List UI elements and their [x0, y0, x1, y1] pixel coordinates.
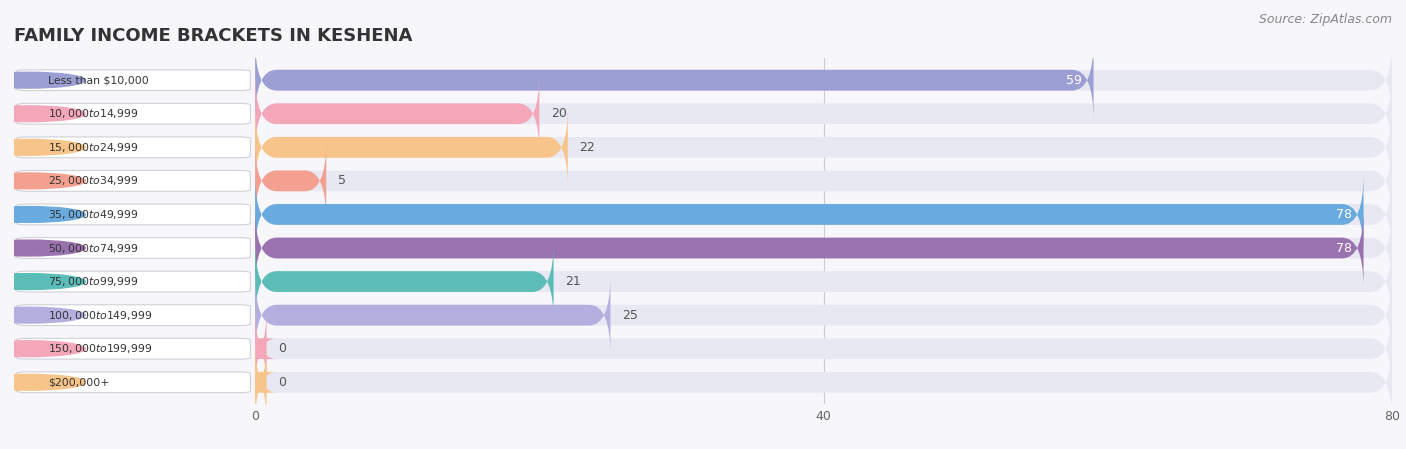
- FancyBboxPatch shape: [17, 238, 250, 259]
- FancyBboxPatch shape: [256, 107, 568, 187]
- Text: 78: 78: [1336, 208, 1353, 221]
- Text: $15,000 to $24,999: $15,000 to $24,999: [48, 141, 138, 154]
- FancyBboxPatch shape: [256, 74, 1392, 154]
- FancyBboxPatch shape: [256, 275, 610, 355]
- Circle shape: [0, 106, 86, 122]
- FancyBboxPatch shape: [17, 338, 250, 359]
- Circle shape: [0, 240, 86, 256]
- Text: 5: 5: [337, 174, 346, 187]
- FancyBboxPatch shape: [17, 171, 250, 191]
- Text: Source: ZipAtlas.com: Source: ZipAtlas.com: [1258, 13, 1392, 26]
- Circle shape: [0, 274, 86, 290]
- Text: 0: 0: [278, 376, 285, 389]
- FancyBboxPatch shape: [17, 70, 250, 91]
- Circle shape: [0, 341, 86, 357]
- Text: $200,000+: $200,000+: [48, 377, 110, 387]
- FancyBboxPatch shape: [256, 40, 1094, 120]
- FancyBboxPatch shape: [256, 74, 540, 154]
- Circle shape: [0, 72, 86, 88]
- Text: 0: 0: [278, 342, 285, 355]
- Text: $10,000 to $14,999: $10,000 to $14,999: [48, 107, 138, 120]
- Text: 59: 59: [1066, 74, 1083, 87]
- FancyBboxPatch shape: [256, 242, 1392, 321]
- FancyBboxPatch shape: [17, 372, 250, 393]
- FancyBboxPatch shape: [256, 208, 1364, 288]
- Text: $25,000 to $34,999: $25,000 to $34,999: [48, 174, 138, 187]
- FancyBboxPatch shape: [256, 175, 1392, 255]
- Circle shape: [0, 207, 86, 222]
- Text: 78: 78: [1336, 242, 1353, 255]
- Text: FAMILY INCOME BRACKETS IN KESHENA: FAMILY INCOME BRACKETS IN KESHENA: [14, 27, 412, 45]
- FancyBboxPatch shape: [245, 309, 277, 389]
- Circle shape: [0, 173, 86, 189]
- FancyBboxPatch shape: [256, 107, 1392, 187]
- FancyBboxPatch shape: [256, 242, 554, 321]
- Circle shape: [0, 307, 86, 323]
- Text: $150,000 to $199,999: $150,000 to $199,999: [48, 342, 152, 355]
- Text: $35,000 to $49,999: $35,000 to $49,999: [48, 208, 138, 221]
- FancyBboxPatch shape: [256, 175, 1364, 255]
- Text: $50,000 to $74,999: $50,000 to $74,999: [48, 242, 138, 255]
- FancyBboxPatch shape: [245, 342, 277, 422]
- Text: 21: 21: [565, 275, 581, 288]
- Text: $75,000 to $99,999: $75,000 to $99,999: [48, 275, 138, 288]
- Circle shape: [0, 139, 86, 155]
- FancyBboxPatch shape: [256, 141, 326, 221]
- Text: $100,000 to $149,999: $100,000 to $149,999: [48, 308, 152, 321]
- FancyBboxPatch shape: [256, 309, 1392, 389]
- Circle shape: [0, 374, 86, 390]
- FancyBboxPatch shape: [17, 103, 250, 124]
- Text: 25: 25: [621, 308, 638, 321]
- Text: 22: 22: [579, 141, 595, 154]
- FancyBboxPatch shape: [256, 208, 1392, 288]
- FancyBboxPatch shape: [256, 342, 1392, 422]
- FancyBboxPatch shape: [17, 137, 250, 158]
- FancyBboxPatch shape: [256, 275, 1392, 355]
- FancyBboxPatch shape: [17, 305, 250, 326]
- FancyBboxPatch shape: [17, 204, 250, 225]
- FancyBboxPatch shape: [256, 141, 1392, 221]
- Text: 20: 20: [551, 107, 567, 120]
- FancyBboxPatch shape: [17, 271, 250, 292]
- FancyBboxPatch shape: [256, 40, 1392, 120]
- Text: Less than $10,000: Less than $10,000: [48, 75, 149, 85]
